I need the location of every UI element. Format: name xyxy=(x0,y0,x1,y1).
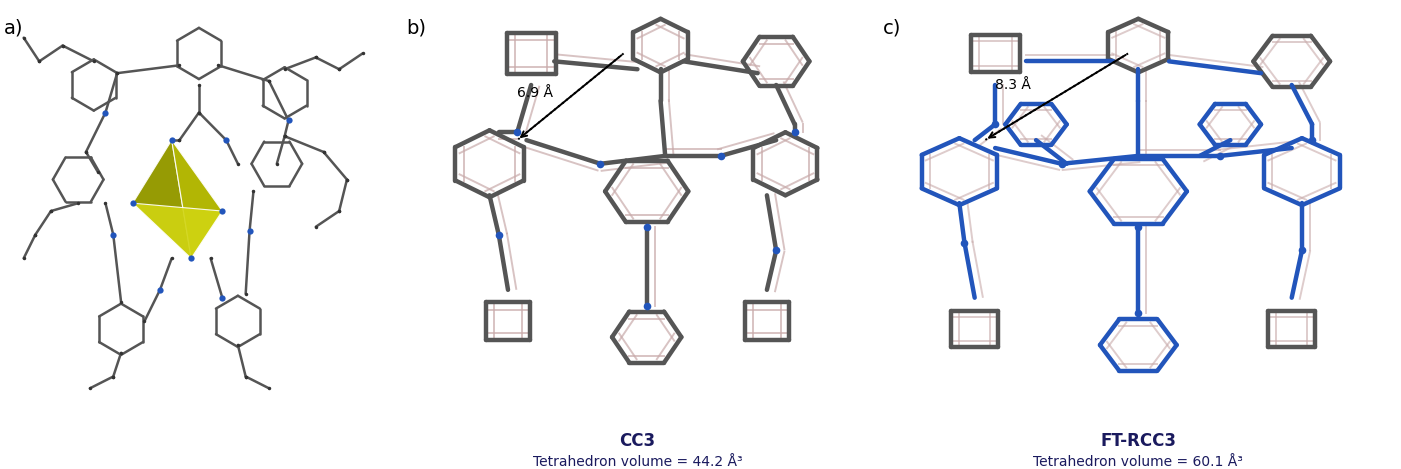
Text: c): c) xyxy=(883,18,901,37)
Polygon shape xyxy=(172,140,223,258)
Text: Tetrahedron volume = 44.2 Å³: Tetrahedron volume = 44.2 Å³ xyxy=(532,455,743,469)
Text: Tetrahedron volume = 60.1 Å³: Tetrahedron volume = 60.1 Å³ xyxy=(1034,455,1243,469)
Text: 8.3 Å: 8.3 Å xyxy=(995,78,1031,92)
Text: a): a) xyxy=(4,18,24,37)
Text: FT-RCC3: FT-RCC3 xyxy=(1100,431,1177,450)
Text: 6.9 Å: 6.9 Å xyxy=(517,86,553,100)
Text: CC3: CC3 xyxy=(619,431,656,450)
Text: b): b) xyxy=(406,18,426,37)
Polygon shape xyxy=(133,140,223,211)
Polygon shape xyxy=(133,140,191,258)
Polygon shape xyxy=(133,203,223,258)
